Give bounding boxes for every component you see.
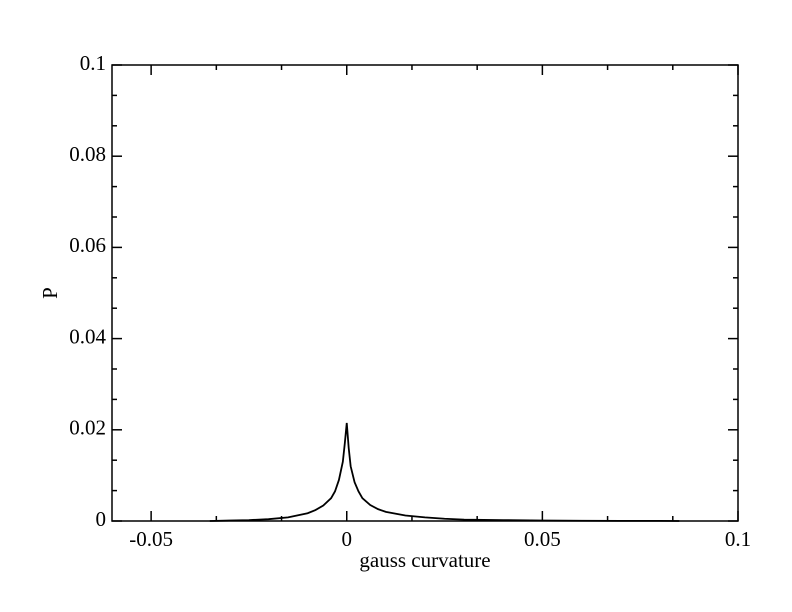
y-tick-label: 0.1	[80, 51, 106, 75]
plot-frame	[111, 64, 739, 522]
y-tick-label: 0.08	[69, 142, 106, 166]
x-axis-label: gauss curvature	[359, 548, 490, 572]
y-tick-label: 0.04	[69, 324, 106, 348]
x-tick-label: -0.05	[129, 527, 173, 551]
x-tick-label: 0.1	[725, 527, 751, 551]
y-axis-label: P	[38, 287, 62, 299]
y-tick-label: 0.06	[69, 233, 106, 257]
y-tick-label: 0.02	[69, 416, 106, 440]
x-tick-label: 0.05	[524, 527, 561, 551]
data-line	[209, 422, 680, 522]
y-tick-label: 0	[96, 507, 107, 531]
x-tick-label: 0	[342, 527, 353, 551]
